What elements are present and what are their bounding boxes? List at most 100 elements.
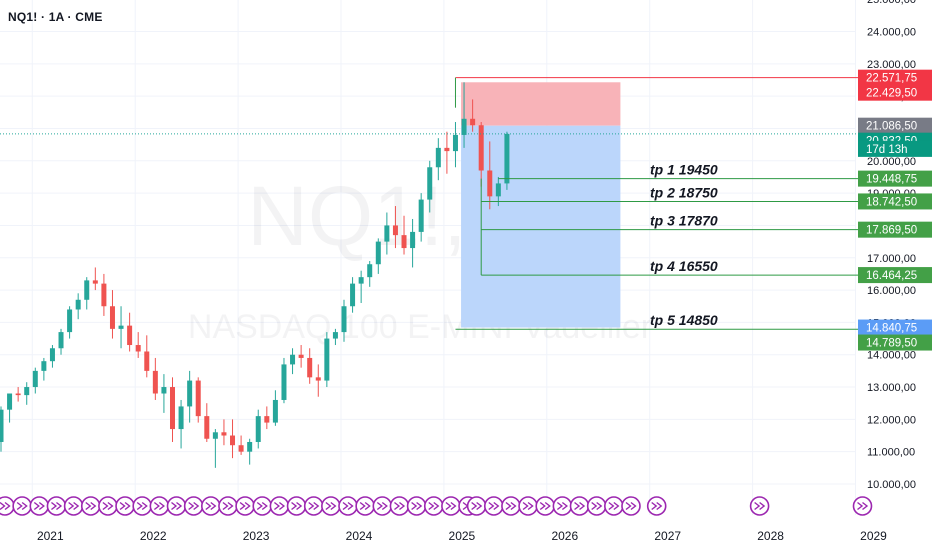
candle [58, 328, 64, 355]
candle-body [427, 167, 433, 200]
fast-forward-circle-icon[interactable] [423, 496, 444, 516]
fast-forward-circle-icon[interactable] [200, 496, 221, 516]
fast-forward-circle-icon[interactable] [406, 496, 427, 516]
price-label-text: 22.429,50 [866, 88, 917, 100]
candle-body [118, 325, 124, 329]
price-label-text: 18.742,50 [866, 196, 917, 208]
candle-body [290, 354, 296, 365]
marker-arrows [16, 501, 28, 511]
fast-forward-circle-icon[interactable] [303, 496, 324, 516]
tp-label-2: tp 2 18750 [650, 184, 718, 200]
candle-body [392, 225, 398, 236]
candle-body [324, 338, 330, 381]
fast-forward-circle-icon[interactable] [483, 496, 504, 516]
fast-forward-circle-icon[interactable] [604, 496, 624, 516]
candle [178, 399, 184, 449]
marker-arrows [471, 501, 483, 511]
candle-body [169, 387, 175, 430]
marker-arrows [505, 501, 517, 511]
fast-forward-circle-icon[interactable] [252, 496, 273, 516]
candle [101, 273, 107, 316]
marker-arrows [591, 501, 603, 511]
symbol-title[interactable]: NQ1! · 1A · CME [8, 10, 103, 24]
target-lines[interactable] [0, 77, 858, 330]
price-label-bg [858, 267, 932, 284]
candle-body [255, 416, 261, 442]
fast-forward-circle-icon[interactable] [80, 496, 101, 516]
fast-forward-circle-icon[interactable] [389, 496, 410, 516]
fast-forward-circle-icon[interactable] [46, 496, 67, 516]
time-axis[interactable]: 2021 2022 2023 2024 2025 2026 2027 2028 2029 [37, 529, 887, 543]
marker-arrows [411, 501, 423, 511]
price-label-text: 14.789,50 [866, 338, 917, 350]
price-tick-label: 23.000,00 [867, 59, 916, 71]
marker-arrows [51, 501, 63, 511]
fast-forward-circle-icon[interactable] [621, 496, 641, 516]
fast-forward-circle-icon[interactable] [372, 496, 393, 516]
fast-forward-circle-icon[interactable] [218, 496, 238, 516]
fast-forward-circle-icon[interactable] [321, 496, 341, 516]
candle [478, 122, 484, 187]
fast-forward-circle-icon[interactable] [286, 496, 307, 516]
candle [350, 277, 356, 313]
fast-forward-circle-icon[interactable] [12, 496, 32, 516]
candle-body [375, 241, 381, 265]
fast-forward-circle-icon[interactable] [0, 496, 15, 516]
fast-forward-circle-icon[interactable] [149, 496, 170, 516]
candle [315, 364, 321, 397]
tp-label-4: tp 4 16550 [650, 258, 718, 274]
fast-forward-circle-icon[interactable] [501, 496, 521, 516]
fast-forward-circle-icon[interactable] [552, 496, 573, 516]
year-label: 2023 [243, 529, 270, 543]
candle-body [49, 348, 55, 362]
tp-label-1: tp 1 19450 [650, 162, 718, 178]
candle [307, 348, 313, 384]
fast-forward-circle-icon[interactable] [98, 496, 118, 516]
price-tick-label: 10.000,00 [867, 479, 916, 491]
candle [358, 270, 364, 304]
fast-forward-circle-icon[interactable] [749, 496, 770, 516]
fast-forward-circle-icon[interactable] [355, 496, 375, 516]
marker-arrows [85, 501, 97, 511]
candle [461, 82, 467, 148]
fast-forward-circle-icon[interactable] [269, 496, 290, 516]
candle-body [401, 235, 407, 249]
fast-forward-circle-icon[interactable] [29, 496, 50, 516]
fast-forward-circle-icon[interactable] [338, 496, 358, 516]
fast-forward-circle-icon[interactable] [569, 496, 590, 516]
fast-forward-circle-icon[interactable] [586, 496, 607, 516]
candle [84, 277, 90, 310]
candle-body [247, 441, 253, 452]
candle-body [410, 231, 416, 249]
fast-forward-circle-icon[interactable] [646, 496, 667, 516]
fast-forward-circle-icon[interactable] [166, 496, 187, 516]
year-label: 2025 [449, 529, 476, 543]
marker-arrows [625, 501, 637, 511]
fast-forward-circle-icon[interactable] [132, 496, 152, 516]
fast-forward-circle-icon[interactable] [441, 496, 461, 516]
fast-forward-circle-icon[interactable] [183, 496, 204, 516]
price-label-text: 21.086,50 [866, 121, 917, 133]
event-markers[interactable] [0, 496, 873, 516]
fast-forward-circle-icon[interactable] [63, 496, 84, 516]
candle-body [470, 118, 476, 126]
candle-body [461, 118, 467, 135]
fast-forward-circle-icon[interactable] [115, 496, 135, 516]
marker-arrows [33, 501, 45, 511]
candle-body [0, 409, 4, 442]
candle-body [15, 393, 21, 396]
candle-body [495, 183, 501, 197]
risk-reward-zones[interactable] [461, 82, 621, 328]
target-zone[interactable] [461, 125, 621, 328]
fast-forward-circle-icon[interactable] [235, 496, 255, 516]
candle-body [109, 306, 115, 329]
fast-forward-circle-icon[interactable] [466, 496, 487, 516]
stop-zone[interactable] [461, 82, 621, 126]
fast-forward-circle-icon[interactable] [518, 496, 538, 516]
marker-arrows [256, 501, 268, 511]
candle [75, 293, 81, 320]
price-label-bg [858, 221, 932, 238]
fast-forward-circle-icon[interactable] [852, 496, 873, 516]
fast-forward-circle-icon[interactable] [535, 496, 556, 516]
